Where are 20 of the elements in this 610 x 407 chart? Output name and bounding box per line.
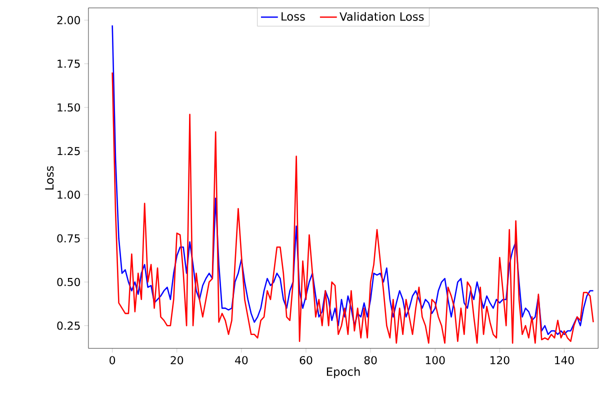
x-tick-label: 100 — [426, 356, 445, 364]
y-tick-label: 0.75 — [57, 234, 80, 243]
x-tick-label: 0 — [110, 356, 116, 364]
y-tick-label: 0.25 — [57, 322, 80, 330]
y-tick-label: 1.25 — [58, 147, 80, 156]
y-tick-label: 1.50 — [58, 103, 80, 112]
y-tick-label: 2.00 — [57, 16, 80, 24]
x-tick-label: 80 — [364, 356, 377, 364]
y-tick-label: 1.75 — [58, 60, 80, 68]
y-tick-label: 0.50 — [57, 278, 80, 286]
x-tick-label: 40 — [235, 356, 248, 364]
x-tick-label: 140 — [555, 356, 574, 364]
legend-label: Loss — [282, 12, 305, 21]
x-tick-label: 60 — [300, 356, 312, 364]
y-axis-title: Loss — [45, 166, 54, 190]
x-tick-label: 120 — [490, 356, 510, 364]
legend-label: Validation Loss — [340, 12, 424, 21]
x-axis-title: Epoch — [326, 367, 360, 378]
y-tick-label: 1.00 — [58, 190, 80, 199]
x-tick-label: 20 — [170, 356, 184, 364]
